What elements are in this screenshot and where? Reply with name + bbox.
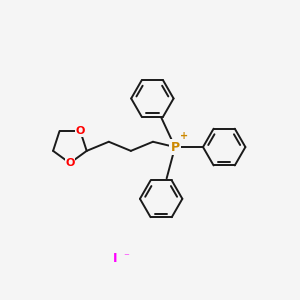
Text: O: O <box>76 126 85 136</box>
Text: P: P <box>170 141 180 154</box>
Text: ⁻: ⁻ <box>123 253 129 262</box>
Text: +: + <box>180 131 188 141</box>
Text: I: I <box>112 252 117 266</box>
Text: O: O <box>65 158 75 168</box>
